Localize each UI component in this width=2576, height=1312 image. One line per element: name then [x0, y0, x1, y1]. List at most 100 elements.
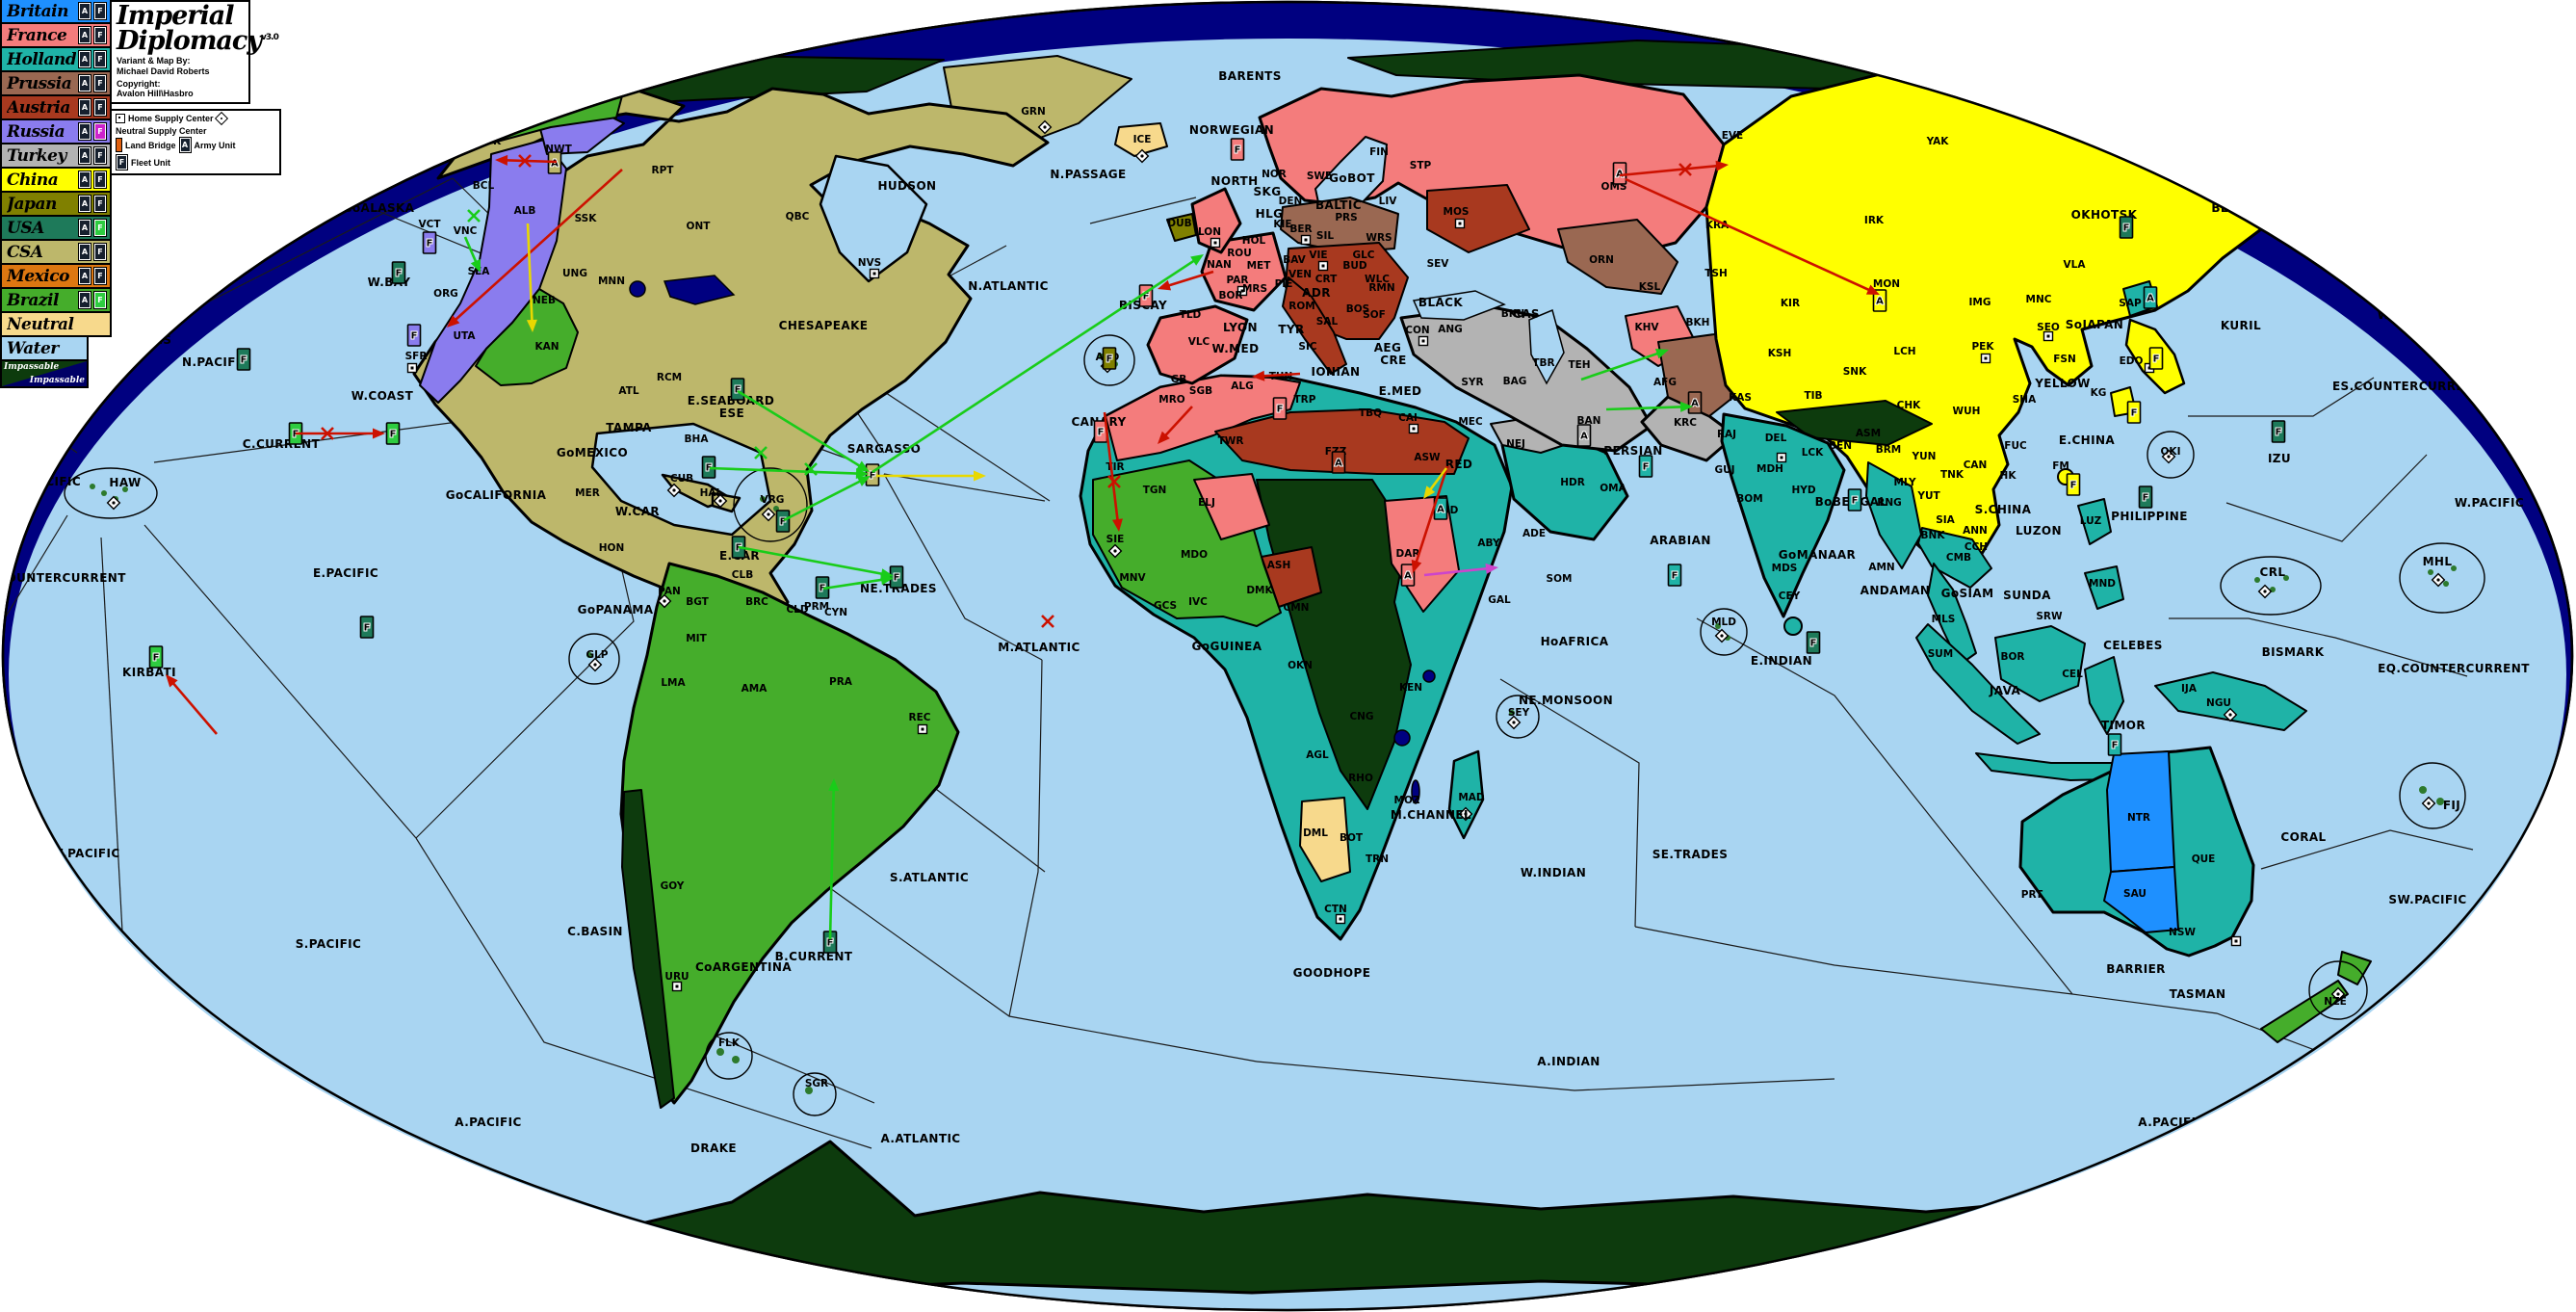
province-label: ROM [1288, 301, 1314, 312]
legend-power-label: France [7, 25, 67, 45]
svg-text:F: F [241, 355, 247, 366]
army-unit: A [1687, 391, 1703, 414]
province-label: MDH [1756, 463, 1783, 475]
province-label: SGR [805, 1078, 828, 1089]
sea-label: LYON [1223, 321, 1258, 334]
svg-text:F: F [364, 623, 371, 634]
province-label: ABY [1477, 538, 1500, 549]
province-label: KG [2091, 387, 2107, 399]
province-label: NOR [1262, 169, 1287, 180]
order-arrow [1413, 465, 1449, 568]
svg-text:A: A [551, 159, 559, 170]
svg-text:F: F [1098, 428, 1105, 438]
province-label: SIC [1298, 341, 1316, 353]
province-label: GB [1171, 374, 1187, 385]
sea-label: A.ATLANTIC [880, 1132, 960, 1145]
sea-label: NORWEGIAN [1189, 123, 1274, 137]
svg-text:F: F [1810, 639, 1817, 649]
province-label: CAI [1398, 412, 1418, 424]
fleet-unit: F [1272, 397, 1288, 420]
province-label: VEN [1288, 269, 1312, 280]
sea-label: GoALASKA [343, 201, 415, 215]
province-label: ANN [1963, 525, 1988, 537]
svg-text:A: A [1437, 505, 1444, 515]
legend-power-label: Austria [7, 97, 70, 118]
sea-label: ADR [1302, 286, 1331, 300]
legend-row-usa: USA A F [0, 215, 112, 241]
svg-text:F: F [2131, 408, 2138, 419]
province-label: CHK [1897, 400, 1921, 411]
province-label: BGT [686, 596, 709, 608]
province-label: BAN [1577, 415, 1601, 427]
province-label: MLS [1932, 614, 1956, 625]
sea-label: FIJ [2443, 799, 2460, 812]
province-label: MON [1873, 278, 1900, 290]
arrowhead-icon [1715, 160, 1729, 171]
province-label: ALK [413, 121, 436, 133]
sea-label: EQ.COUNTERCURRENT [0, 571, 126, 585]
sea-label: GoBOT [1329, 171, 1375, 185]
arrowhead-icon [1190, 254, 1204, 266]
neutral-supply-label: Neutral Supply Center [116, 126, 207, 136]
svg-text:F: F [706, 463, 713, 474]
province-label: CEY [1779, 590, 1801, 602]
map-key: Home Supply Center Neutral Supply Center… [110, 109, 281, 175]
army-chip-icon: A [78, 146, 91, 165]
sea-label: BARRIER [2106, 962, 2166, 976]
province-label: ELJ [1198, 497, 1215, 509]
svg-text:F: F [2225, 192, 2231, 202]
province-label: TRP [1294, 394, 1316, 406]
svg-text:F: F [2276, 428, 2282, 438]
order-arrow [1162, 270, 1214, 289]
army-chip-icon: A [78, 171, 91, 189]
svg-text:F: F [2143, 493, 2149, 504]
legend-row-russia: Russia A F [0, 118, 112, 144]
province-label: NEJ [1506, 438, 1525, 450]
province-label: KSH [1768, 348, 1792, 359]
order-arrow [1257, 372, 1301, 378]
legend-power-label: Turkey [7, 145, 66, 166]
sea-label: GoCALIFORNIA [446, 488, 547, 502]
province-label: TLD [1180, 309, 1202, 321]
province-label: GCS [1154, 600, 1177, 612]
fleet-unit: F [391, 261, 406, 284]
legend-row-brazil: Brazil A F [0, 287, 112, 313]
svg-text:F: F [1277, 405, 1284, 415]
province-label: CAN [1964, 459, 1988, 471]
province-label: CRT [1315, 274, 1338, 285]
sea-label: N.PASSAGE [1050, 168, 1126, 181]
province-label: RNG [1877, 497, 1902, 509]
province-label: DAR [1396, 548, 1420, 560]
province-label: URU [664, 971, 689, 983]
arrowhead-icon [1252, 370, 1265, 381]
arrowhead-icon [1865, 284, 1880, 295]
province-label: IRK [1864, 215, 1885, 226]
army-chip-icon: A [78, 74, 91, 92]
army-chip-icon: A [78, 2, 91, 20]
province-label: IMG [1969, 297, 1991, 308]
province-label: ASW [1414, 452, 1441, 463]
sea-label: ESE [719, 407, 744, 420]
fleet-unit: F [775, 510, 791, 533]
arrowhead-icon [526, 319, 537, 332]
arrowhead-icon [1111, 518, 1123, 532]
province-label: YUN [1912, 451, 1937, 462]
province-label: SYR [1461, 377, 1483, 388]
province-label: SAU [2123, 888, 2147, 900]
fleet-unit: F [2066, 473, 2081, 496]
fleet-unit: F [1667, 564, 1682, 587]
province-label: QBC [786, 211, 810, 223]
fleet-unit: F [406, 324, 422, 347]
sea-label: W.CAR [615, 505, 660, 518]
province-label: KIR [1781, 298, 1800, 309]
legend-power-label: Holland [7, 49, 76, 69]
fleet-unit: F [2107, 733, 2122, 756]
province-label: GLP [585, 649, 608, 661]
sea-label: HLG [1256, 207, 1284, 221]
sea-label: C.CURRENT [243, 437, 321, 451]
svg-text:A: A [1335, 459, 1342, 469]
province-label: WLC [1365, 274, 1390, 285]
province-label: QUE [2192, 853, 2216, 865]
province-label: OKN [1288, 660, 1313, 671]
legend-row-china: China A F [0, 167, 112, 193]
